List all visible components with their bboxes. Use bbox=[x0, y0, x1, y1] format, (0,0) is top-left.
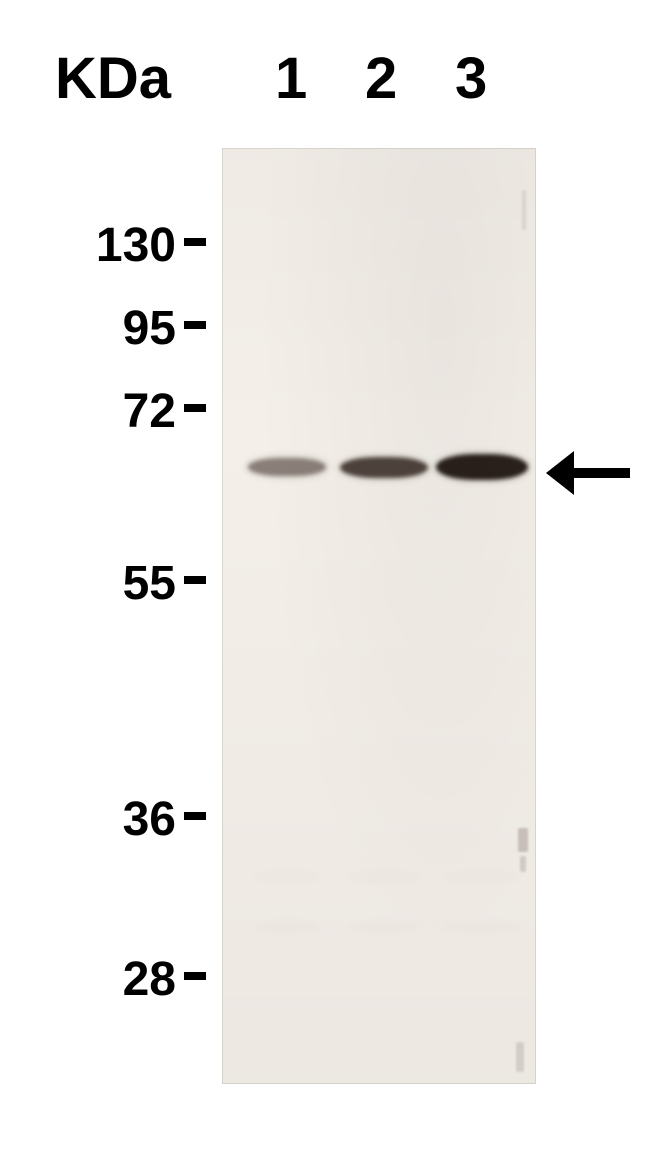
mw-label-55: 55 bbox=[123, 556, 176, 611]
faint-band-row1-lane1 bbox=[254, 920, 320, 934]
lane-label-1: 1 bbox=[275, 45, 307, 112]
band-lane-3 bbox=[436, 454, 528, 480]
lane-label-3: 3 bbox=[455, 45, 487, 112]
faint-band-row0-lane2 bbox=[346, 870, 422, 884]
mw-tick-130 bbox=[184, 238, 206, 246]
lane-label-2: 2 bbox=[365, 45, 397, 112]
artifact-0 bbox=[522, 190, 526, 230]
mw-label-36: 36 bbox=[123, 792, 176, 847]
mw-tick-36 bbox=[184, 812, 206, 820]
faint-band-row0-lane1 bbox=[254, 870, 320, 884]
band-lane-2 bbox=[340, 457, 428, 478]
mw-label-130: 130 bbox=[96, 218, 176, 273]
mw-label-72: 72 bbox=[123, 384, 176, 439]
faint-band-row1-lane2 bbox=[346, 920, 422, 934]
mw-tick-95 bbox=[184, 321, 206, 329]
mw-label-28: 28 bbox=[123, 952, 176, 1007]
kda-unit-label: KDa bbox=[55, 45, 171, 112]
band-lane-1 bbox=[248, 458, 326, 476]
faint-band-row0-lane3 bbox=[442, 870, 522, 884]
arrow-head bbox=[546, 451, 574, 495]
mw-tick-55 bbox=[184, 576, 206, 584]
arrow-shaft bbox=[574, 468, 630, 478]
blot-membrane bbox=[222, 148, 536, 1084]
artifact-1 bbox=[518, 828, 528, 852]
mw-label-95: 95 bbox=[123, 301, 176, 356]
mw-tick-28 bbox=[184, 972, 206, 980]
faint-band-row1-lane3 bbox=[442, 920, 522, 934]
artifact-3 bbox=[516, 1042, 524, 1072]
mw-tick-72 bbox=[184, 404, 206, 412]
artifact-2 bbox=[520, 856, 526, 872]
